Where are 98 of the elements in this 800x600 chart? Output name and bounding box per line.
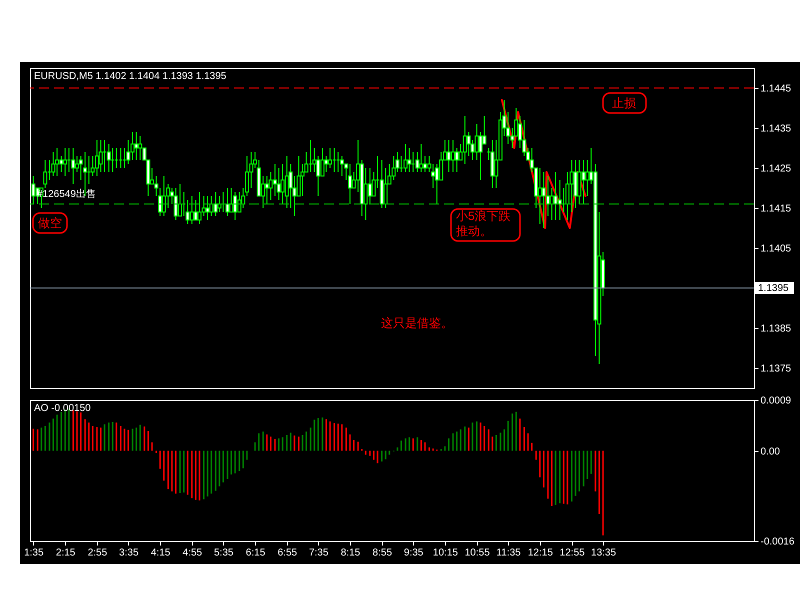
candlestick xyxy=(217,196,222,212)
candlestick xyxy=(419,144,424,172)
y-tick-label: -0.0016 xyxy=(760,536,795,548)
candlestick xyxy=(454,148,459,172)
y-tick-label: 1.1375 xyxy=(760,364,792,374)
candlestick xyxy=(284,156,289,208)
candlestick xyxy=(190,196,194,224)
x-tick-label: 13:35 xyxy=(591,548,616,558)
y-tick-label: 1.1405 xyxy=(760,244,792,254)
y-tick-label: 1.1425 xyxy=(760,164,792,174)
candlestick xyxy=(554,172,558,220)
line-series xyxy=(500,99,586,229)
candlestick xyxy=(98,140,103,172)
candlestick xyxy=(384,168,388,208)
x-tick-label: 9:35 xyxy=(404,548,424,558)
candlestick xyxy=(542,172,546,228)
y-tick-label: 1.1415 xyxy=(760,204,792,214)
x-tick-label: 3:35 xyxy=(119,548,139,558)
chart-title: AO -0.00150 xyxy=(34,403,92,414)
candlestick xyxy=(522,120,526,156)
candlestick xyxy=(264,176,269,204)
candlestick xyxy=(106,144,111,172)
candlestick xyxy=(546,176,550,216)
candlestick xyxy=(59,156,64,172)
candlestick xyxy=(538,168,542,224)
x-tick-label: 10:55 xyxy=(464,548,490,558)
x-tick-label: 2:15 xyxy=(56,548,76,558)
y-tick-label: 0.0009 xyxy=(760,396,792,406)
candlestick xyxy=(392,156,396,180)
x-tick-label: 5:35 xyxy=(214,548,234,558)
candlestick xyxy=(324,156,328,172)
candlestick xyxy=(276,168,281,200)
candlestick xyxy=(214,192,218,216)
candlestick xyxy=(446,140,451,172)
y-tick-label: 1.1435 xyxy=(760,124,792,134)
x-tick-label: 4:55 xyxy=(182,548,203,558)
candlestick xyxy=(138,136,142,160)
candlestick xyxy=(380,160,384,208)
candlestick xyxy=(197,192,202,224)
candlestick xyxy=(94,140,99,176)
candlestick xyxy=(558,180,562,220)
candlestick xyxy=(229,188,234,212)
candlestick xyxy=(55,148,60,176)
candlestick xyxy=(348,164,352,204)
x-tick-label: 10:15 xyxy=(432,548,458,558)
candlestick xyxy=(134,132,138,160)
x-tick-label: 12:15 xyxy=(528,548,554,558)
candlestick xyxy=(63,148,68,176)
candlestick xyxy=(130,132,135,160)
candlestick xyxy=(51,152,56,176)
candlestick xyxy=(226,188,230,216)
x-tick-label: 8:55 xyxy=(372,548,392,558)
candlestick xyxy=(268,172,273,200)
candlestick xyxy=(233,192,238,220)
candlestick xyxy=(577,160,582,204)
candlestick xyxy=(206,196,210,220)
candlestick xyxy=(364,168,368,220)
candlestick xyxy=(407,148,412,172)
candlestick xyxy=(434,164,439,204)
candlestick xyxy=(71,148,76,184)
candlestick xyxy=(474,124,479,160)
chart-title: EURUSD,M5 1.1402 1.1404 1.1393 1.1395 xyxy=(34,71,227,82)
x-tick-label: 2:55 xyxy=(88,548,108,558)
candlestick xyxy=(174,188,178,220)
candlestick xyxy=(202,196,206,216)
candlestick xyxy=(320,148,324,176)
x-tick-label: 4:15 xyxy=(150,548,171,558)
candlestick xyxy=(404,144,408,172)
ref-line-label: 止损 xyxy=(612,96,636,110)
candlestick xyxy=(272,164,277,196)
candlestick xyxy=(585,160,590,196)
annotation: 做空 xyxy=(38,216,62,230)
candlestick xyxy=(162,176,166,216)
candlestick xyxy=(582,160,586,204)
x-tick-label: 1:35 xyxy=(24,548,44,558)
candlestick xyxy=(340,156,344,176)
candlestick xyxy=(209,196,214,216)
candlestick xyxy=(194,200,198,220)
x-tick-label: 6:15 xyxy=(246,548,266,558)
candlestick xyxy=(462,116,467,164)
ref-line-label: 1.1395 xyxy=(758,283,790,294)
x-tick-label: 8:15 xyxy=(340,548,361,558)
candlestick xyxy=(280,164,285,204)
candlestick xyxy=(466,132,471,156)
x-tick-label: 6:55 xyxy=(278,548,298,558)
annotation: 这只是借鉴。 xyxy=(381,316,453,330)
candlestick xyxy=(328,148,332,168)
x-tick-label: 11:35 xyxy=(496,548,522,558)
y-tick-label: 1.1445 xyxy=(760,84,792,94)
candlestick xyxy=(237,192,242,212)
x-tick-label: 12:55 xyxy=(560,548,586,558)
candlestick xyxy=(490,140,494,188)
candlestick xyxy=(573,160,578,208)
y-tick-label: 0.00 xyxy=(760,446,780,458)
candlestick xyxy=(478,132,483,180)
annotation: 小5浪下跌推动。 xyxy=(456,209,511,238)
y-tick-label: 1.1385 xyxy=(760,324,792,334)
x-tick-label: 7:35 xyxy=(308,548,329,558)
